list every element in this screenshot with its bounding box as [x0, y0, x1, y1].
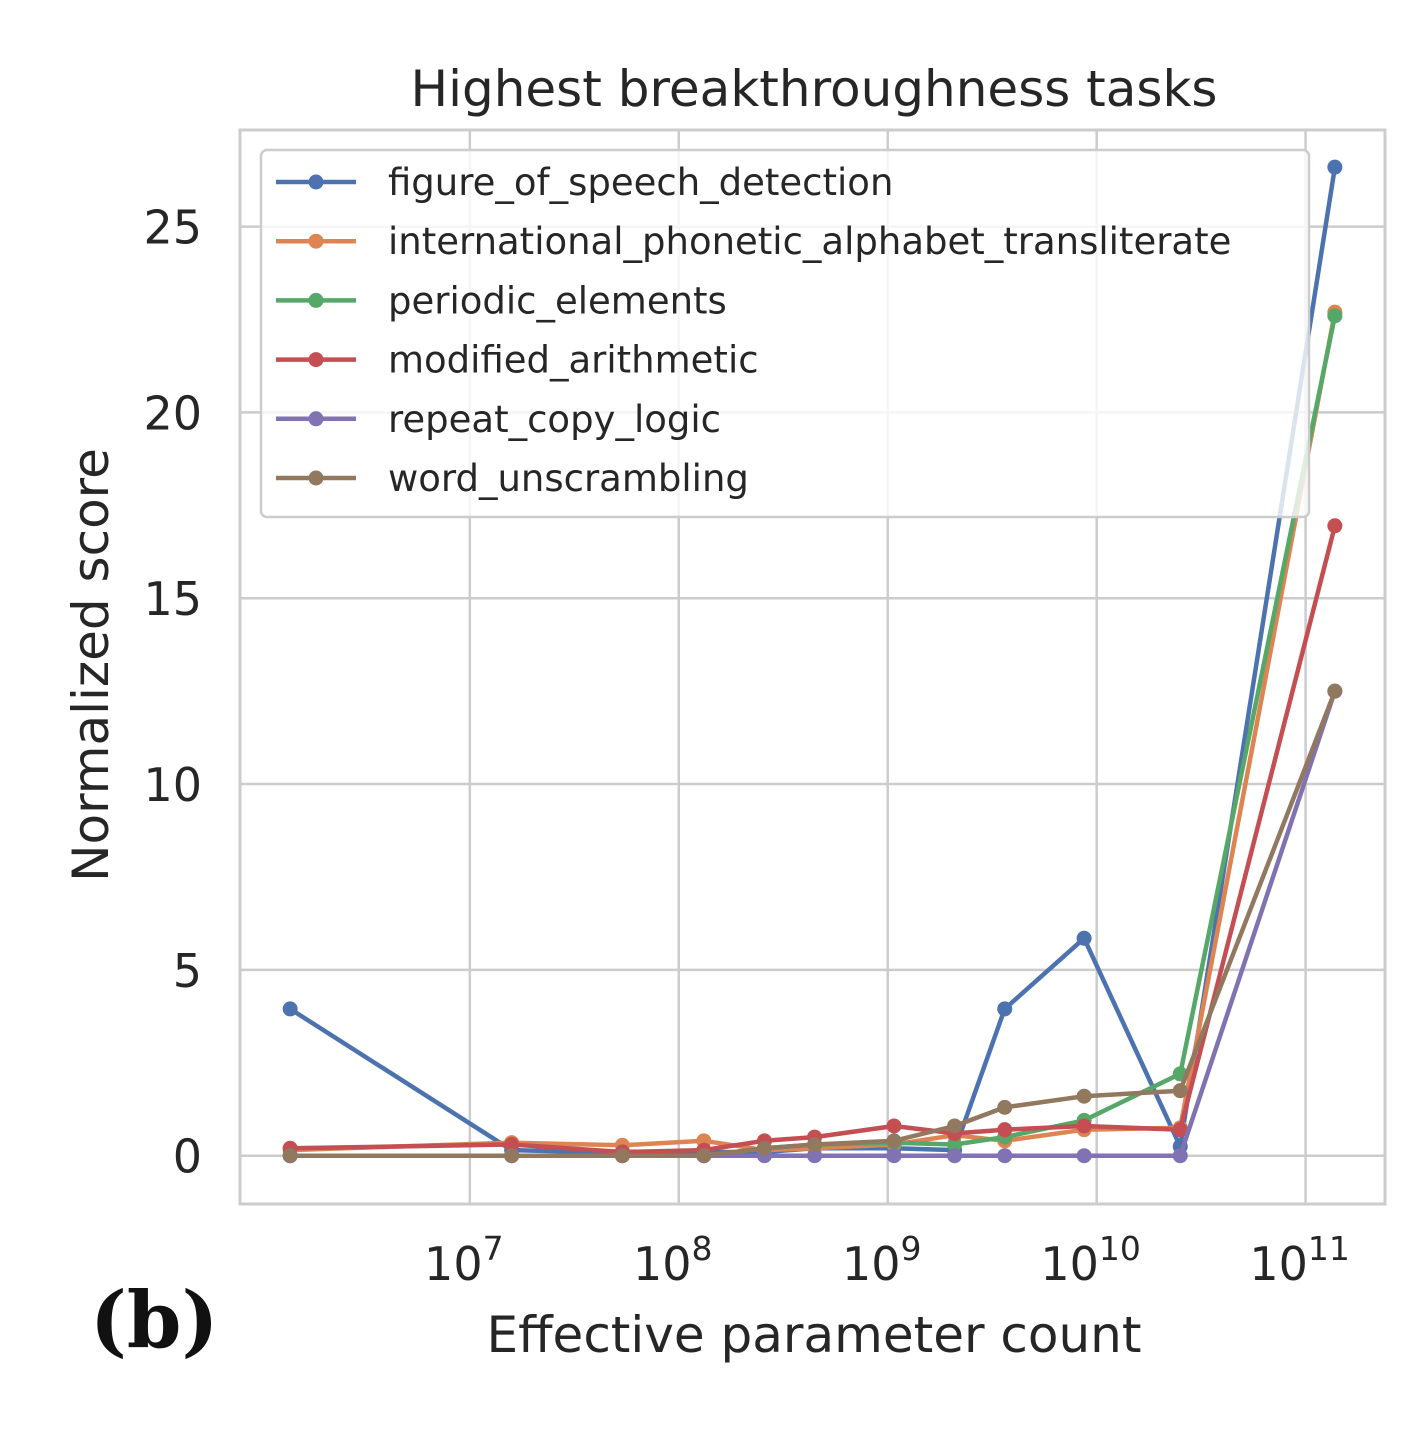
x-tick-label: 108 — [633, 1229, 713, 1291]
x-tick-label: 107 — [424, 1229, 504, 1291]
legend-entry: international_phonetic_alphabet_translit… — [276, 220, 1231, 263]
data-point — [1076, 1088, 1092, 1104]
legend-marker — [308, 411, 324, 427]
data-point — [614, 1148, 630, 1164]
data-point — [947, 1148, 963, 1164]
y-tick-label: 25 — [143, 201, 202, 255]
data-point — [997, 1122, 1013, 1138]
series-line — [287, 523, 1338, 1155]
series-line — [287, 309, 1338, 1153]
data-point — [282, 1001, 298, 1017]
data-point — [1076, 1118, 1092, 1134]
panel-label: (b) — [90, 1275, 219, 1366]
data-point — [947, 1118, 963, 1134]
legend-label: word_unscrambling — [388, 457, 749, 500]
legend: figure_of_speech_detection international_… — [259, 148, 1311, 519]
data-point — [504, 1148, 520, 1164]
data-point — [997, 1001, 1013, 1017]
series-line — [287, 688, 1338, 1158]
series-word_unscrambling — [282, 683, 1343, 1164]
legend-label: repeat_copy_logic — [388, 398, 721, 441]
y-tick-label: 15 — [143, 572, 202, 626]
data-point — [1327, 683, 1343, 699]
legend-label: modified_arithmetic — [388, 339, 759, 382]
legend-entry: periodic_elements — [276, 279, 727, 322]
legend-entry: repeat_copy_logic — [276, 398, 721, 441]
legend-entry: modified_arithmetic — [276, 339, 759, 382]
plot-frame — [238, 128, 1387, 1206]
legend-entry: figure_of_speech_detection — [276, 161, 893, 204]
data-point — [886, 1148, 902, 1164]
legend-label: periodic_elements — [388, 279, 727, 322]
data-point — [997, 1148, 1013, 1164]
data-point — [1327, 518, 1343, 534]
data-point — [807, 1137, 823, 1153]
data-point — [696, 1148, 712, 1164]
data-point — [1327, 308, 1343, 324]
data-point — [1076, 930, 1092, 946]
data-point — [756, 1140, 772, 1156]
data-point — [807, 1148, 823, 1164]
legend-marker — [308, 174, 324, 190]
y-tick-label: 5 — [173, 944, 202, 998]
data-point — [886, 1118, 902, 1134]
data-point — [504, 1137, 520, 1153]
data-point — [1172, 1083, 1188, 1099]
data-point — [886, 1133, 902, 1149]
data-point — [1172, 1148, 1188, 1164]
data-point — [1172, 1122, 1188, 1138]
axis-ticks: 0 5 10 15 20 25 107 108 109 1010 1011 — [143, 201, 1349, 1291]
y-tick-label: 10 — [143, 758, 202, 812]
chart-title: Highest breakthroughness tasks — [411, 60, 1218, 118]
legend-marker — [308, 233, 324, 249]
data-point — [1327, 159, 1343, 175]
x-tick-label: 1010 — [1040, 1229, 1141, 1291]
data-point — [1076, 1148, 1092, 1164]
series-lines — [282, 159, 1343, 1164]
data-point — [947, 1137, 963, 1153]
legend-label: international_phonetic_alphabet_translit… — [388, 220, 1231, 263]
x-axis-label: Effective parameter count — [487, 1306, 1142, 1364]
x-tick-label: 109 — [842, 1229, 922, 1291]
y-tick-label: 0 — [173, 1130, 202, 1184]
legend-marker — [308, 470, 324, 486]
y-tick-label: 20 — [143, 386, 202, 440]
data-point — [997, 1099, 1013, 1115]
legend-box — [259, 148, 1311, 519]
legend-marker — [308, 352, 324, 368]
x-tick-label: 1011 — [1249, 1229, 1350, 1291]
data-point — [282, 1148, 298, 1164]
legend-entry: word_unscrambling — [276, 457, 749, 500]
y-axis-label: Normalized score — [62, 448, 120, 882]
legend-label: figure_of_speech_detection — [388, 161, 893, 204]
legend-marker — [308, 292, 324, 308]
